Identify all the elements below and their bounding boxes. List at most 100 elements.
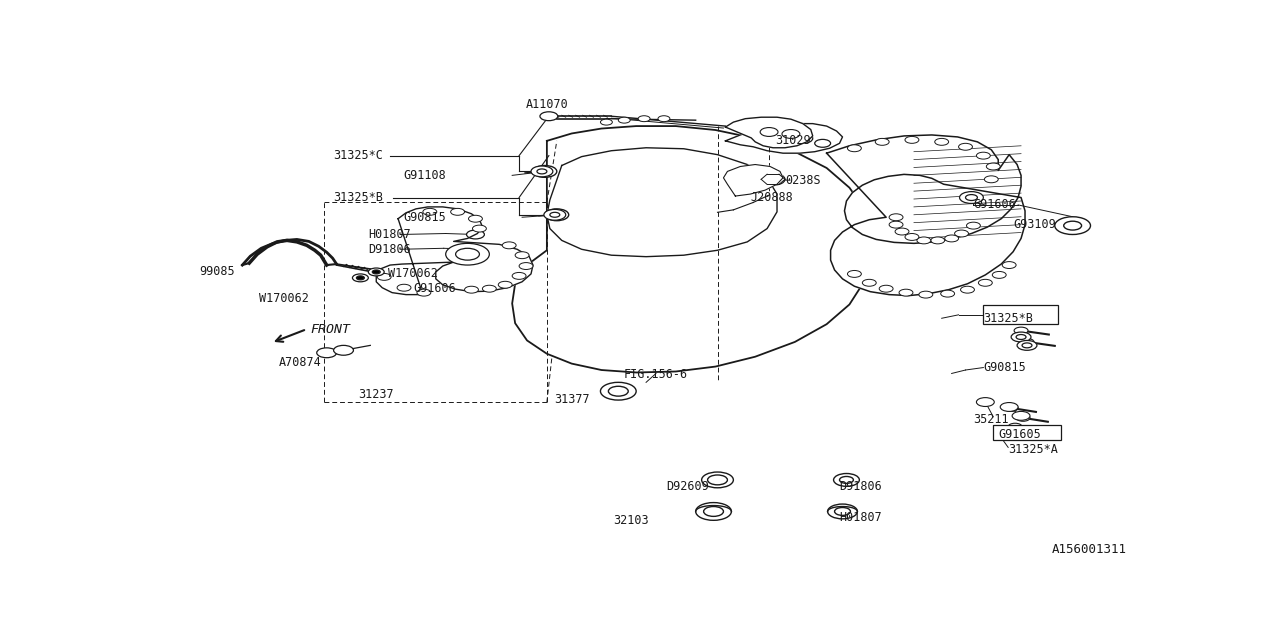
Circle shape — [600, 382, 636, 400]
Text: A11070: A11070 — [526, 99, 568, 111]
Text: G93109: G93109 — [1014, 218, 1056, 231]
Text: J20888: J20888 — [750, 191, 794, 204]
Circle shape — [792, 134, 813, 143]
Text: W170062: W170062 — [259, 292, 308, 305]
Circle shape — [890, 221, 902, 228]
Circle shape — [696, 502, 731, 520]
Circle shape — [965, 195, 978, 200]
Circle shape — [334, 346, 353, 355]
Circle shape — [1016, 335, 1027, 339]
Text: 31377: 31377 — [554, 393, 590, 406]
Text: D91806: D91806 — [369, 243, 411, 256]
Circle shape — [762, 173, 785, 185]
Text: A70874: A70874 — [279, 356, 321, 369]
Circle shape — [550, 212, 559, 217]
Text: 99085: 99085 — [200, 265, 236, 278]
Circle shape — [978, 279, 992, 286]
Text: 31325*B: 31325*B — [334, 191, 384, 204]
Circle shape — [515, 252, 529, 259]
Circle shape — [1055, 217, 1091, 234]
Circle shape — [931, 237, 945, 244]
Circle shape — [984, 176, 998, 183]
Circle shape — [899, 289, 913, 296]
Text: D92609: D92609 — [666, 480, 709, 493]
Circle shape — [468, 215, 483, 222]
Circle shape — [445, 243, 489, 265]
Text: G91108: G91108 — [403, 169, 445, 182]
Circle shape — [876, 138, 890, 145]
Text: D91806: D91806 — [840, 480, 882, 493]
Circle shape — [835, 508, 850, 515]
Circle shape — [316, 348, 337, 358]
Circle shape — [422, 209, 436, 215]
Circle shape — [955, 230, 969, 237]
Circle shape — [658, 116, 669, 122]
Circle shape — [966, 222, 980, 229]
Circle shape — [397, 284, 411, 291]
Circle shape — [1018, 340, 1037, 350]
Circle shape — [372, 270, 380, 274]
Text: FRONT: FRONT — [311, 323, 351, 335]
Circle shape — [708, 475, 727, 485]
Circle shape — [977, 152, 991, 159]
Circle shape — [1012, 412, 1030, 420]
Circle shape — [863, 279, 877, 286]
Circle shape — [544, 209, 566, 220]
Polygon shape — [723, 164, 783, 196]
Circle shape — [760, 127, 778, 136]
Circle shape — [498, 282, 512, 288]
Circle shape — [463, 245, 481, 253]
Polygon shape — [547, 148, 777, 257]
Circle shape — [1009, 423, 1021, 430]
Circle shape — [472, 225, 486, 232]
Circle shape — [1009, 316, 1021, 323]
Circle shape — [987, 163, 1000, 170]
Circle shape — [959, 143, 973, 150]
Polygon shape — [726, 124, 842, 153]
Text: H01807: H01807 — [369, 228, 411, 241]
Circle shape — [767, 136, 787, 146]
Circle shape — [483, 285, 497, 292]
Circle shape — [782, 129, 800, 138]
Circle shape — [369, 268, 384, 276]
Circle shape — [552, 212, 562, 217]
FancyBboxPatch shape — [993, 425, 1061, 440]
Polygon shape — [376, 207, 532, 294]
Circle shape — [1011, 332, 1030, 342]
Circle shape — [1005, 404, 1018, 412]
Circle shape — [639, 116, 650, 122]
FancyBboxPatch shape — [983, 305, 1057, 324]
Circle shape — [905, 136, 919, 143]
Circle shape — [833, 474, 859, 486]
Circle shape — [1021, 343, 1032, 348]
Circle shape — [1064, 221, 1082, 230]
Circle shape — [992, 271, 1006, 278]
Circle shape — [538, 169, 547, 174]
Text: 0238S: 0238S — [785, 174, 820, 187]
Circle shape — [520, 262, 532, 269]
Circle shape — [539, 168, 550, 174]
Text: 31325*A: 31325*A — [1009, 444, 1059, 456]
Text: 31029: 31029 — [776, 134, 810, 147]
Polygon shape — [512, 126, 872, 372]
Circle shape — [934, 138, 948, 145]
Circle shape — [828, 504, 858, 519]
Circle shape — [532, 166, 557, 177]
Text: H01807: H01807 — [840, 511, 882, 524]
Circle shape — [356, 276, 365, 280]
Circle shape — [895, 228, 909, 235]
Circle shape — [378, 273, 392, 280]
Circle shape — [1000, 403, 1018, 412]
Circle shape — [1016, 414, 1030, 421]
Text: G91606: G91606 — [413, 282, 456, 295]
Circle shape — [847, 145, 861, 152]
Circle shape — [701, 472, 733, 488]
Circle shape — [540, 112, 558, 121]
Text: G91605: G91605 — [998, 428, 1041, 440]
Circle shape — [960, 191, 983, 204]
Circle shape — [352, 274, 369, 282]
Circle shape — [618, 117, 630, 123]
Circle shape — [941, 290, 955, 297]
Text: G91606: G91606 — [973, 198, 1016, 211]
Circle shape — [890, 214, 902, 221]
